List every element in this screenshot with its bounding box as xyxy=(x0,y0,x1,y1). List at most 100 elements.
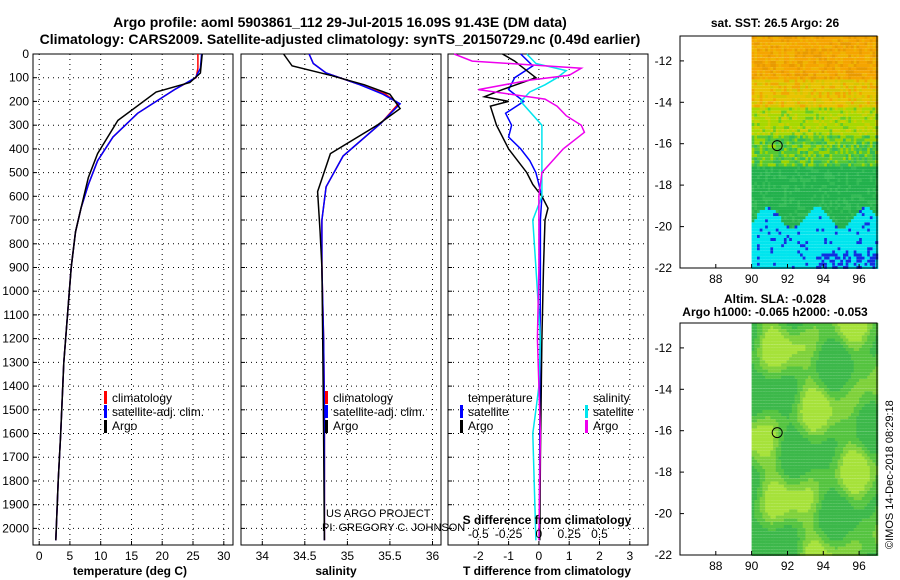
heatmap-cell xyxy=(805,222,809,226)
heatmap-cell xyxy=(818,54,822,58)
heatmap-cell xyxy=(845,135,849,139)
heatmap-cell xyxy=(851,91,855,95)
heatmap-cell xyxy=(754,182,758,186)
heatmap-cell xyxy=(789,259,793,263)
heatmap-cell xyxy=(767,151,771,155)
heatmap-cell xyxy=(829,231,833,235)
heatmap-cell xyxy=(829,182,833,186)
heatmap-cell xyxy=(759,475,763,479)
heatmap-cell xyxy=(805,85,809,89)
heatmap-cell xyxy=(770,462,774,466)
heatmap-cell xyxy=(786,397,790,401)
heatmap-cell xyxy=(810,166,814,170)
heatmap-cell xyxy=(762,197,766,201)
heatmap-cell xyxy=(853,241,857,245)
heatmap-cell xyxy=(751,518,755,522)
heatmap-cell xyxy=(872,169,876,173)
heatmap-cell xyxy=(770,416,774,420)
heatmap-cell xyxy=(816,82,820,86)
heatmap-cell xyxy=(767,487,771,491)
heatmap-cell xyxy=(770,132,774,136)
heatmap-cell xyxy=(757,388,761,392)
heatmap-cell xyxy=(826,60,830,64)
heatmap-cell xyxy=(757,469,761,473)
heatmap-cell xyxy=(851,250,855,254)
heatmap-cell xyxy=(757,88,761,92)
heatmap-cell xyxy=(808,163,812,167)
heatmap-cell xyxy=(770,410,774,414)
heatmap-cell xyxy=(869,200,873,204)
heatmap-cell xyxy=(856,238,860,242)
heatmap-cell xyxy=(754,528,758,532)
heatmap-cell xyxy=(829,225,833,229)
heatmap-cell xyxy=(867,95,871,99)
heatmap-cell xyxy=(775,73,779,77)
heatmap-cell xyxy=(751,188,755,192)
heatmap-cell xyxy=(810,154,814,158)
heatmap-cell xyxy=(759,231,763,235)
heatmap-cell xyxy=(781,197,785,201)
heatmap-cell xyxy=(872,104,876,108)
heatmap-cell xyxy=(767,256,771,260)
heatmap-cell xyxy=(762,403,766,407)
heatmap-cell xyxy=(794,64,798,68)
heatmap-cell xyxy=(800,182,804,186)
heatmap-cell xyxy=(834,238,838,242)
heatmap-cell xyxy=(816,262,820,266)
heatmap-cell xyxy=(767,154,771,158)
heatmap-cell xyxy=(765,172,769,176)
heatmap-cell xyxy=(767,144,771,148)
heatmap-cell xyxy=(775,141,779,145)
heatmap-cell xyxy=(765,85,769,89)
heatmap-cell xyxy=(861,244,865,248)
heatmap-cell xyxy=(791,98,795,102)
heatmap-cell xyxy=(778,101,782,105)
heatmap-cell xyxy=(837,95,841,99)
heatmap-cell xyxy=(783,213,787,217)
heatmap-cell xyxy=(845,116,849,120)
heatmap-cell xyxy=(751,157,755,161)
heatmap-cell xyxy=(762,79,766,83)
legend-swatch-argo xyxy=(104,420,107,433)
heatmap-cell xyxy=(759,194,763,198)
heatmap-cell xyxy=(759,537,763,541)
heatmap-cell xyxy=(765,132,769,136)
heatmap-cell xyxy=(751,366,755,370)
heatmap-cell xyxy=(775,344,779,348)
heatmap-cell xyxy=(851,188,855,192)
heatmap-cell xyxy=(751,231,755,235)
heatmap-cell xyxy=(781,444,785,448)
heatmap-cell xyxy=(794,135,798,139)
heatmap-cell xyxy=(770,447,774,451)
heatmap-cell xyxy=(770,265,774,269)
heatmap-cell xyxy=(797,222,801,226)
heatmap-cell xyxy=(829,157,833,161)
heatmap-cell xyxy=(808,107,812,111)
heatmap-cell xyxy=(765,450,769,454)
heatmap-cell xyxy=(832,265,836,269)
heatmap-cell xyxy=(791,406,795,410)
heatmap-cell xyxy=(757,166,761,170)
heatmap-cell xyxy=(845,231,849,235)
heatmap-cell xyxy=(851,203,855,207)
heatmap-cell xyxy=(859,138,863,142)
heatmap-cell xyxy=(762,144,766,148)
heatmap-cell xyxy=(794,210,798,214)
heatmap-cell xyxy=(773,36,777,40)
heatmap-cell xyxy=(770,73,774,77)
heatmap-cell xyxy=(843,88,847,92)
heatmap-cell xyxy=(848,194,852,198)
heatmap-cell xyxy=(848,238,852,242)
heatmap-cell xyxy=(861,79,865,83)
heatmap-cell xyxy=(786,400,790,404)
heatmap-cell xyxy=(861,262,865,266)
heatmap-cell xyxy=(808,238,812,242)
temperature-panel: 0 5 10 15 20 25 30 010020030040050060070080090… xyxy=(2,47,234,578)
heatmap-cell xyxy=(872,76,876,80)
heatmap-cell xyxy=(783,123,787,127)
heatmap-cell xyxy=(767,394,771,398)
heatmap-cell xyxy=(783,54,787,58)
heatmap-cell xyxy=(762,188,766,192)
heatmap-cell xyxy=(757,82,761,86)
heatmap-cell xyxy=(805,154,809,158)
